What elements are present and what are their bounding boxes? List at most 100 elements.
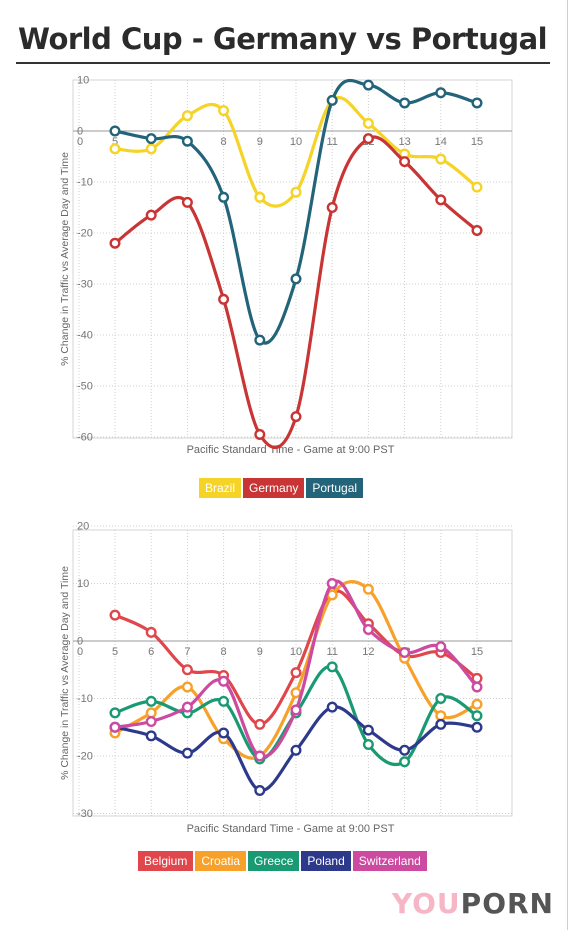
data-point-greece	[326, 661, 338, 673]
x-tick-label: 8	[221, 646, 227, 658]
logo-porn: PORN	[460, 887, 554, 920]
legend-item-germany: Germany	[243, 478, 305, 498]
data-point-brazil	[471, 181, 483, 193]
x-tick-label: 10	[290, 136, 302, 148]
data-point-greece	[471, 710, 483, 722]
legend-item-belgium: Belgium	[138, 851, 194, 871]
data-point-croatia	[362, 583, 374, 595]
data-point-croatia	[181, 681, 193, 693]
x-tick-label: 11	[326, 136, 337, 148]
y-tick-label: 20	[77, 521, 89, 533]
y-tick-label: -30	[77, 808, 93, 820]
legend-item-poland: Poland	[301, 851, 351, 871]
legend-item-switzerland: Switzerland	[352, 851, 427, 871]
data-point-belgium	[181, 664, 193, 676]
data-point-germany	[290, 411, 302, 423]
x-tick-label: 0	[77, 136, 83, 148]
data-point-poland	[254, 785, 266, 797]
data-point-germany	[435, 194, 447, 206]
data-point-switzerland	[399, 646, 411, 658]
data-point-germany	[109, 237, 121, 249]
y-tick-label: 10	[77, 75, 89, 87]
data-point-brazil	[290, 186, 302, 198]
data-point-switzerland	[145, 715, 157, 727]
data-point-germany	[145, 209, 157, 221]
data-point-poland	[326, 701, 338, 713]
x-tick-label: 15	[471, 646, 483, 658]
x-tick-label: 13	[398, 136, 410, 148]
data-point-belgium	[254, 718, 266, 730]
data-point-switzerland	[109, 721, 121, 733]
data-point-switzerland	[181, 701, 193, 713]
y-tick-label: -60	[77, 432, 93, 444]
data-point-portugal	[362, 79, 374, 91]
y-tick-label: -10	[77, 693, 93, 705]
y-tick-label: -50	[77, 381, 93, 393]
legend-item-croatia: Croatia	[195, 851, 247, 871]
data-point-greece	[435, 692, 447, 704]
x-tick-label: 14	[435, 136, 447, 148]
data-point-germany	[471, 224, 483, 236]
legend-item-greece: Greece	[248, 851, 300, 871]
data-point-brazil	[145, 143, 157, 155]
data-point-switzerland	[435, 641, 447, 653]
data-point-switzerland	[290, 704, 302, 716]
page-title: World Cup - Germany vs Portugal	[18, 22, 548, 56]
y-axis-label: % Change in Traffic vs Average Day and T…	[59, 566, 71, 780]
data-point-portugal	[435, 87, 447, 99]
data-point-portugal	[399, 97, 411, 109]
data-point-switzerland	[218, 675, 230, 687]
data-point-greece	[399, 756, 411, 768]
y-tick-label: -20	[77, 228, 93, 240]
x-tick-label: 5	[112, 136, 118, 148]
data-point-greece	[362, 738, 374, 750]
data-point-switzerland	[254, 750, 266, 762]
data-point-poland	[145, 730, 157, 742]
x-tick-label: 9	[257, 136, 263, 148]
y-tick-label: -40	[77, 330, 93, 342]
x-axis-label: Pacific Standard Time - Game at 9:00 PST	[187, 444, 395, 456]
legend-item-portugal: Portugal	[306, 478, 364, 498]
data-point-poland	[435, 718, 447, 730]
y-tick-label: 0	[77, 636, 83, 648]
y-tick-label: -10	[77, 177, 93, 189]
data-point-portugal	[471, 97, 483, 109]
y-tick-label: 10	[77, 578, 89, 590]
data-point-croatia	[145, 707, 157, 719]
data-point-switzerland	[471, 681, 483, 693]
legend-bottom: Belgium Croatia Greece Poland Switzerland	[138, 851, 427, 871]
x-tick-label: 0	[77, 646, 83, 658]
y-tick-label: -30	[77, 279, 93, 291]
chart-top-germany-portugal: 100-10-20-30-40-50-60056789101112131415%…	[59, 75, 513, 456]
data-point-croatia	[471, 698, 483, 710]
data-point-brazil	[254, 191, 266, 203]
plot-frame	[72, 79, 513, 439]
data-point-brazil	[109, 143, 121, 155]
data-point-germany	[218, 293, 230, 305]
data-point-switzerland	[362, 623, 374, 635]
data-point-portugal	[218, 191, 230, 203]
data-point-greece	[145, 695, 157, 707]
y-tick-label: 0	[77, 126, 83, 138]
x-axis-label: Pacific Standard Time - Game at 9:00 PST	[187, 823, 395, 835]
data-point-brazil	[435, 153, 447, 165]
data-point-germany	[362, 133, 374, 145]
data-point-greece	[109, 707, 121, 719]
y-axis-label: % Change in Traffic vs Average Day and T…	[59, 152, 71, 366]
data-point-belgium	[290, 667, 302, 679]
logo-you: YOU	[391, 887, 461, 920]
data-point-poland	[362, 724, 374, 736]
title-divider	[16, 62, 550, 64]
x-tick-label: 10	[290, 646, 302, 658]
data-point-poland	[218, 727, 230, 739]
data-point-brazil	[218, 105, 230, 117]
x-tick-label: 8	[221, 136, 227, 148]
data-point-germany	[254, 428, 266, 440]
page-border	[567, 0, 568, 930]
x-tick-label: 6	[148, 646, 154, 658]
legend-top: Brazil Germany Portugal	[199, 478, 364, 498]
data-point-croatia	[435, 710, 447, 722]
data-point-brazil	[181, 110, 193, 122]
data-point-germany	[326, 201, 338, 213]
